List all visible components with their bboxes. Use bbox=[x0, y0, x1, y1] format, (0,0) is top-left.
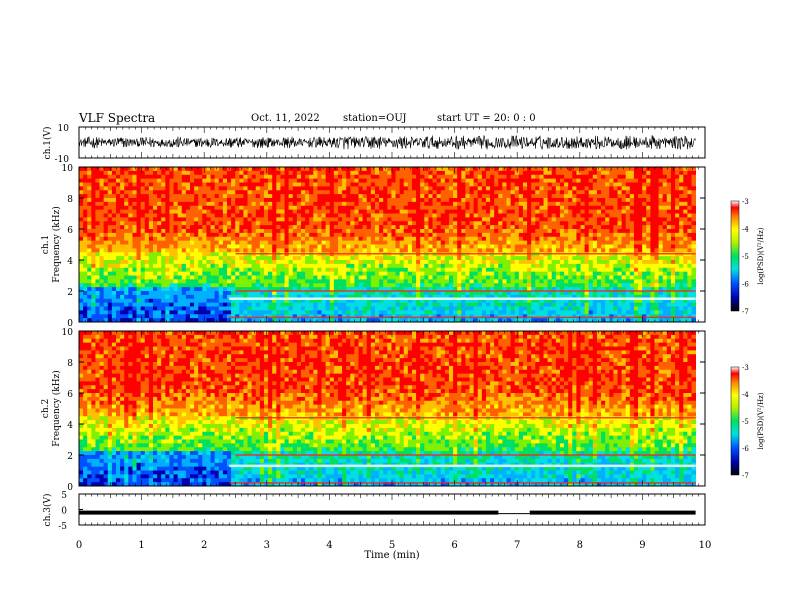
xtick-label-4: 4 bbox=[326, 540, 332, 551]
xtick-label-10: 10 bbox=[699, 540, 712, 551]
ch3-ytick-label-1: 0 bbox=[61, 507, 67, 517]
colorbar-2-tick-4: -7 bbox=[742, 472, 749, 480]
spectrogram-1-ytick-label-3: 6 bbox=[67, 226, 73, 236]
spectrogram-2-ytick-label-4: 8 bbox=[67, 359, 73, 369]
ch3-signal-a bbox=[79, 510, 499, 515]
spectrogram-2-ytick-label-3: 6 bbox=[67, 390, 73, 400]
spectrogram-1-ytick-label-2: 4 bbox=[67, 257, 73, 267]
ch3-ytick-label-2: -5 bbox=[58, 522, 67, 532]
colorbar-2-tick-0: -3 bbox=[742, 364, 749, 372]
colorbar-2 bbox=[730, 366, 740, 476]
colorbar-1-tick-3: -6 bbox=[742, 281, 749, 289]
date-label: Oct. 11, 2022 bbox=[251, 113, 320, 124]
colorbar-1-label: log(PSD)(V²/Hz) bbox=[757, 227, 765, 284]
colorbar-2-tick-2: -5 bbox=[742, 418, 749, 426]
ch1-ylabel: ch.1(V) bbox=[42, 127, 53, 160]
spectrogram-1-ytick-label-5: 10 bbox=[62, 164, 74, 174]
xtick-label-3: 3 bbox=[264, 540, 270, 551]
colorbar-1-tick-2: -5 bbox=[742, 253, 749, 261]
station-label: station=OUJ bbox=[343, 113, 407, 124]
colorbar-2-label: log(PSD)(V²/Hz) bbox=[757, 392, 765, 449]
colorbar-2-tick-1: -4 bbox=[742, 391, 749, 399]
spectrogram-2-ylabel: Frequency (kHz) bbox=[51, 370, 62, 447]
ch1-ytick-label-0: 10 bbox=[58, 124, 70, 134]
ch1-waveform bbox=[78, 134, 696, 151]
xtick-label-9: 9 bbox=[639, 540, 645, 551]
spectrogram-2-channel-label: ch.2 bbox=[41, 399, 51, 418]
xtick-label-8: 8 bbox=[577, 540, 583, 551]
colorbar-1-tick-1: -4 bbox=[742, 226, 749, 234]
spectrogram-1-cells bbox=[79, 167, 697, 323]
colorbar-1 bbox=[730, 200, 740, 312]
spectrogram-1-ytick-label-0: 0 bbox=[67, 319, 73, 329]
spectrogram-1-ylabel: Frequency (kHz) bbox=[51, 206, 62, 283]
chart-title: VLF Spectra bbox=[79, 111, 156, 125]
spectrogram-1-ytick-label-4: 8 bbox=[67, 195, 73, 205]
spectrogram-2-ytick-label-5: 10 bbox=[62, 328, 74, 338]
spectrogram-2-cells bbox=[79, 331, 697, 487]
spectrogram-2-ytick-label-2: 4 bbox=[67, 421, 73, 431]
xtick-label-5: 5 bbox=[389, 540, 395, 551]
ch1-ytick-label-1: -10 bbox=[55, 155, 70, 165]
spectrogram-2-ytick-label-1: 2 bbox=[67, 452, 73, 462]
xaxis-label: Time (min) bbox=[364, 550, 419, 561]
start-time-label: start UT = 20: 0 : 0 bbox=[437, 113, 536, 124]
colorbar-1-tick-4: -7 bbox=[742, 308, 749, 316]
colorbar-1-tick-0: -3 bbox=[742, 198, 749, 206]
xtick-label-7: 7 bbox=[514, 540, 520, 551]
xtick-label-6: 6 bbox=[451, 540, 457, 551]
xtick-label-2: 2 bbox=[201, 540, 207, 551]
spectrogram-2-ytick-label-0: 0 bbox=[67, 483, 73, 493]
ch3-signal-b bbox=[529, 510, 696, 515]
colorbar-2-tick-3: -6 bbox=[742, 445, 749, 453]
spectrogram-1-channel-label: ch.1 bbox=[41, 235, 51, 254]
spectrogram-1-ytick-label-1: 2 bbox=[67, 288, 73, 298]
ch3-ytick-label-0: 5 bbox=[61, 491, 67, 501]
xtick-label-1: 1 bbox=[138, 540, 144, 551]
xtick-label-0: 0 bbox=[76, 540, 82, 551]
ch3-ylabel: ch.3(V) bbox=[42, 494, 53, 527]
